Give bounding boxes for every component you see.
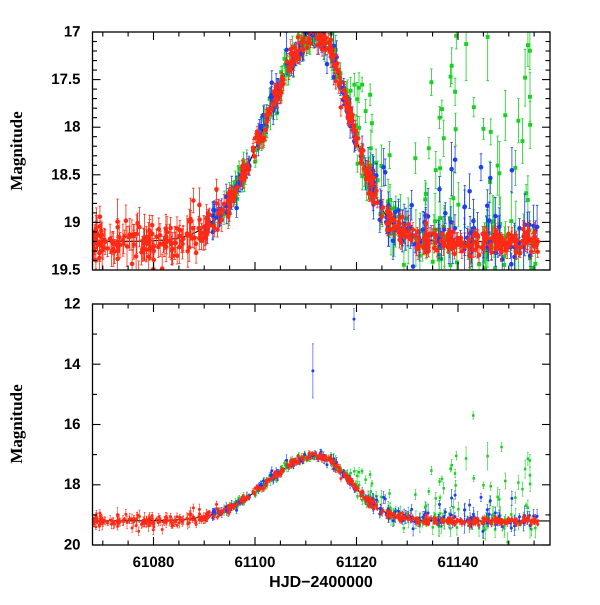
svg-text:18: 18	[64, 476, 81, 493]
svg-text:17: 17	[64, 24, 81, 41]
svg-text:20: 20	[64, 537, 81, 554]
svg-text:Magnitude: Magnitude	[7, 384, 26, 464]
svg-text:18: 18	[64, 119, 81, 136]
svg-text:Magnitude: Magnitude	[7, 111, 26, 191]
svg-text:12: 12	[64, 296, 81, 313]
svg-text:16: 16	[64, 416, 81, 433]
svg-text:19: 19	[64, 214, 81, 231]
svg-text:17.5: 17.5	[51, 71, 80, 88]
svg-text:61080: 61080	[133, 554, 175, 571]
svg-text:18.5: 18.5	[51, 166, 80, 183]
svg-text:61120: 61120	[336, 554, 377, 571]
svg-text:61100: 61100	[235, 554, 276, 571]
svg-text:HJD−2400000: HJD−2400000	[269, 574, 373, 591]
svg-text:61140: 61140	[438, 554, 479, 571]
svg-text:19.5: 19.5	[51, 262, 80, 279]
svg-text:14: 14	[64, 356, 81, 373]
